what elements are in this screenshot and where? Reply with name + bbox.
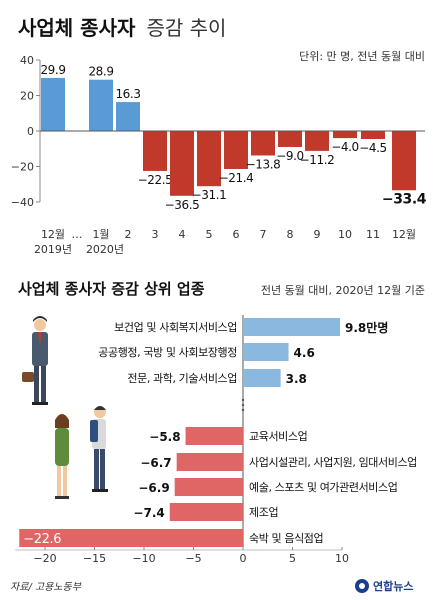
industry-value-label: −6.7 <box>140 456 171 470</box>
separator-dot <box>241 398 245 402</box>
x-tick-label: 0 <box>240 552 247 565</box>
industry-bar <box>243 318 341 336</box>
bar-value-label: −13.8 <box>246 157 281 171</box>
top-title-light: 증감 추이 <box>146 16 226 40</box>
brand-logo: 연합뉴스 <box>355 579 413 593</box>
x-tick-label: −20 <box>33 552 56 565</box>
x-tick-label: 8 <box>287 228 294 241</box>
monthly-bar <box>224 131 248 169</box>
monthly-bar <box>116 102 140 131</box>
industry-bar <box>185 427 243 445</box>
axis-break-ellipsis: … <box>72 228 83 241</box>
x-tick-label: 5 <box>206 228 213 241</box>
y-tick-label: 40 <box>20 54 34 67</box>
y-tick-label: −20 <box>11 161 34 174</box>
y-tick-label: 0 <box>27 125 34 138</box>
bar-value-label: −33.4 <box>382 191 427 207</box>
industry-value-label: 3.8 <box>286 372 307 386</box>
top-title-bold: 사업체 종사자 <box>18 16 136 40</box>
bar-value-label: −4.5 <box>359 141 387 155</box>
x-tick-label: 6 <box>233 228 240 241</box>
industry-value-label: −22.6 <box>23 532 61 547</box>
industry-label: 전문, 과학, 기술서비스업 <box>127 372 237 385</box>
bar-value-label: −11.2 <box>300 153 335 167</box>
x-tick-label: 12월 <box>392 228 416 241</box>
industry-value-label: −7.4 <box>133 506 164 520</box>
brand-name: 연합뉴스 <box>373 579 413 593</box>
y-tick-label: −40 <box>11 196 34 209</box>
industry-bar <box>243 369 281 387</box>
x-tick-label: 1월 <box>92 228 109 241</box>
industry-label: 공공행정, 국방 및 사회보장행정 <box>98 346 237 359</box>
x-tick-label: 10 <box>335 552 349 565</box>
monthly-bar <box>89 79 113 131</box>
industry-label: 보건업 및 사회복지서비스업 <box>114 321 237 334</box>
top-unit-note: 단위: 만 명, 전년 동월 대비 <box>299 50 425 63</box>
separator-dot <box>241 403 245 407</box>
industry-bar <box>243 343 289 361</box>
monthly-bar <box>41 77 65 131</box>
bar-value-label: −9.0 <box>276 149 304 163</box>
monthly-bar <box>278 131 302 147</box>
industry-bar <box>176 453 243 471</box>
industry-value-label: −6.9 <box>138 481 169 495</box>
x-tick-label: 2 <box>125 228 132 241</box>
monthly-bar <box>305 131 329 151</box>
x-tick-label: 11 <box>366 228 380 241</box>
industry-label: 예술, 스포츠 및 여가관련서비스업 <box>249 481 397 494</box>
industry-bar <box>174 478 243 496</box>
industry-value-label: 4.6 <box>294 346 315 360</box>
monthly-change-chart: 40 20 0 −20 −40 29.9 28.916.3 −22.5 −36.5−31.1 −2… <box>11 54 427 256</box>
bar-value-label: 29.9 <box>40 63 65 77</box>
monthly-bar <box>361 131 385 139</box>
monthly-bar <box>251 131 275 156</box>
industry-value-label: 9.8만명 <box>345 320 388 335</box>
industry-label: 제조업 <box>249 506 278 519</box>
woman-illustration <box>55 414 69 499</box>
top-title: 사업체 종사자 증감 추이 <box>18 16 226 40</box>
bar-value-label: −36.5 <box>165 198 200 212</box>
bottom-title: 사업체 종사자 증감 상위 업종 <box>18 280 205 298</box>
industry-label: 사업시설관리, 사업지원, 임대서비스업 <box>249 456 417 469</box>
x-tick-label: 7 <box>260 228 267 241</box>
monthly-bar <box>143 131 167 171</box>
industry-label: 교육서비스업 <box>249 430 307 443</box>
x-tick-label: 4 <box>179 228 186 241</box>
monthly-bar <box>197 131 221 187</box>
bottom-note: 전년 동월 대비, 2020년 12월 기준 <box>261 284 425 297</box>
bar-value-label: −31.1 <box>192 188 227 202</box>
x-tick-label: −10 <box>132 552 155 565</box>
industry-value-label: −5.8 <box>149 430 180 444</box>
year-label-2020: 2020년 <box>86 243 124 256</box>
y-tick-label: 20 <box>20 90 34 103</box>
source-label: 자료/ 고용노동부 <box>10 581 82 593</box>
x-tick-label: −5 <box>185 552 201 565</box>
industry-label: 숙박 및 음식점업 <box>249 532 323 545</box>
bar-value-label: 28.9 <box>88 65 113 79</box>
year-label-2019: 2019년 <box>34 243 72 256</box>
bar-value-label: −4.0 <box>331 140 359 154</box>
x-tick-label: 12월 <box>41 228 65 241</box>
x-tick-label: 5 <box>289 552 296 565</box>
bar-value-label: −22.5 <box>138 173 173 187</box>
bar-value-label: −21.4 <box>219 171 254 185</box>
businessman-illustration <box>22 316 48 405</box>
monthly-bar <box>333 131 357 139</box>
industry-bar <box>19 529 244 547</box>
x-tick-label: 3 <box>152 228 159 241</box>
x-tick-label: 9 <box>314 228 321 241</box>
industry-bar <box>169 503 243 521</box>
bar-value-label: 16.3 <box>115 87 140 101</box>
monthly-bar <box>392 131 416 191</box>
x-tick-label: −15 <box>83 552 106 565</box>
monthly-bar <box>170 131 194 196</box>
student-illustration <box>90 406 108 492</box>
x-tick-label: 10 <box>338 228 352 241</box>
separator-dot <box>241 408 245 412</box>
